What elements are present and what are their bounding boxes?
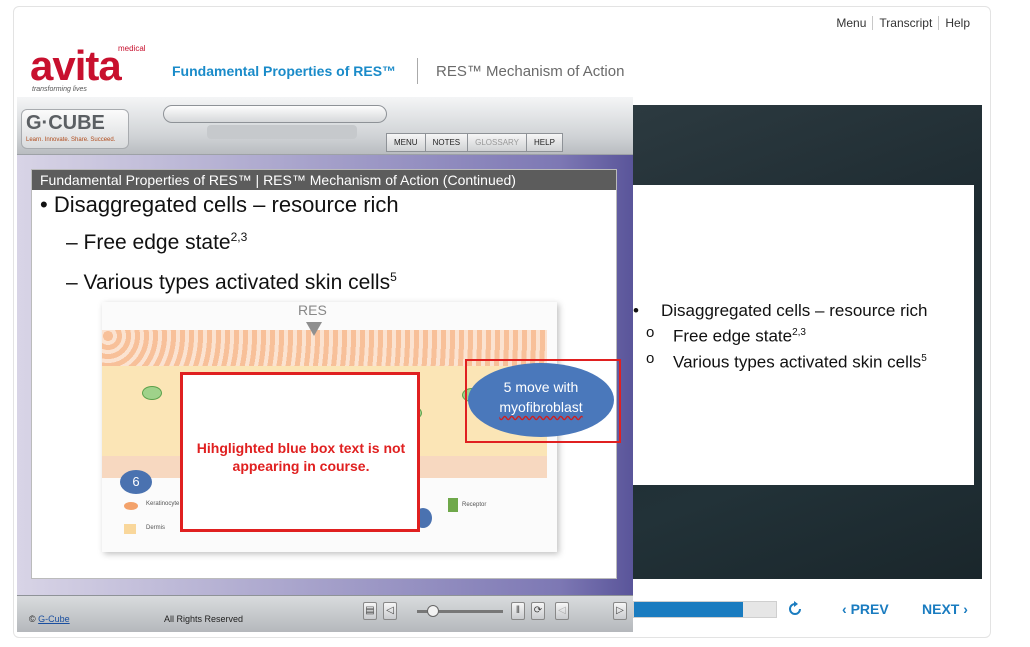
legend-keratinocyte: Keratinocyte — [146, 501, 180, 507]
course-menu: MENU NOTES GLOSSARY HELP — [386, 133, 563, 152]
gcube-link[interactable]: G-Cube — [38, 614, 70, 624]
keratinocyte-swatch — [124, 502, 138, 510]
cell — [142, 386, 162, 400]
logo-medical: medical — [118, 44, 146, 53]
transcript-link[interactable]: Transcript — [872, 16, 938, 30]
header-divider — [417, 58, 418, 84]
callout-text: Hihglighted blue box text is not appeari… — [196, 440, 406, 474]
seek-slider[interactable] — [417, 610, 503, 613]
prev-button[interactable]: ‹ PREV — [842, 601, 889, 617]
course-help-button[interactable]: HELP — [526, 133, 563, 152]
seek-knob[interactable] — [427, 605, 439, 617]
replay-icon[interactable]: ⟳ — [531, 602, 545, 620]
highlight-box — [465, 359, 621, 443]
menu-link[interactable]: Menu — [836, 16, 867, 30]
course-toolbar: G·CUBE Learn. Innovate. Share. Succeed. … — [17, 97, 633, 155]
dermis-swatch — [124, 524, 136, 534]
course-glossary-button[interactable]: GLOSSARY — [467, 133, 527, 152]
copyright: © G-Cube — [29, 614, 70, 624]
course-footer: © G-Cube All Rights Reserved ▤ ◁ ‖ ⟳ ◁ ▷ — [17, 595, 633, 632]
chevron-left-icon: ‹ — [842, 601, 847, 617]
blue-ellipse: 5 move with myofibroblast — [468, 363, 614, 437]
avita-logo: avita medical transforming lives — [30, 44, 150, 96]
progress-bar — [633, 601, 777, 618]
chevron-right-icon: › — [963, 601, 968, 617]
forward-icon[interactable]: ▷ — [613, 602, 627, 620]
course-title-bar — [163, 105, 387, 123]
top-nav: Menu Transcript Help — [830, 16, 976, 30]
course-window: G·CUBE Learn. Innovate. Share. Succeed. … — [17, 97, 633, 632]
content-list: Disaggregated cells – resource rich Free… — [633, 300, 973, 373]
transcript-icon[interactable]: ▤ — [363, 602, 377, 620]
content-sub-bullet: Various types activated skin cells5 — [633, 348, 973, 374]
slide-sub-bullet: – Various types activated skin cells5 — [66, 270, 397, 294]
content-bullet: Disaggregated cells – resource rich — [633, 300, 973, 322]
page-subtitle: RES™ Mechanism of Action — [436, 63, 625, 80]
course-notes-button[interactable]: NOTES — [424, 133, 469, 152]
course-title-bar-lower — [207, 125, 357, 139]
slide-bullet: • Disaggregated cells – resource rich — [40, 192, 399, 217]
review-callout: Hihglighted blue box text is not appeari… — [180, 372, 420, 532]
rights-text: All Rights Reserved — [164, 614, 244, 624]
receptor-icon — [448, 498, 458, 512]
res-label: RES — [298, 302, 327, 318]
progress-fill — [634, 602, 744, 617]
legend-dermis: Dermis — [146, 525, 165, 531]
gcube-logo: G·CUBE Learn. Innovate. Share. Succeed. — [21, 109, 129, 149]
help-link[interactable]: Help — [938, 16, 976, 30]
logo-tagline: transforming lives — [32, 86, 87, 93]
arrow-down-icon — [306, 322, 322, 336]
replay-icon[interactable] — [786, 600, 804, 618]
page-title: Fundamental Properties of RES™ — [172, 63, 397, 79]
next-button[interactable]: NEXT › — [922, 601, 968, 617]
content-sub-bullet: Free edge state2,3 — [633, 322, 973, 348]
logo-word: avita — [30, 42, 122, 89]
slide-sub-bullet: – Free edge state2,3 — [66, 230, 248, 254]
course-menu-button[interactable]: MENU — [386, 133, 426, 152]
pause-icon[interactable]: ‖ — [511, 602, 525, 620]
slide-title: Fundamental Properties of RES™ | RES™ Me… — [32, 170, 616, 190]
volume-icon[interactable]: ◁ — [383, 602, 397, 620]
number-badge: 6 — [120, 470, 152, 494]
legend-receptor: Receptor — [462, 502, 487, 508]
back-icon[interactable]: ◁ — [555, 602, 569, 620]
